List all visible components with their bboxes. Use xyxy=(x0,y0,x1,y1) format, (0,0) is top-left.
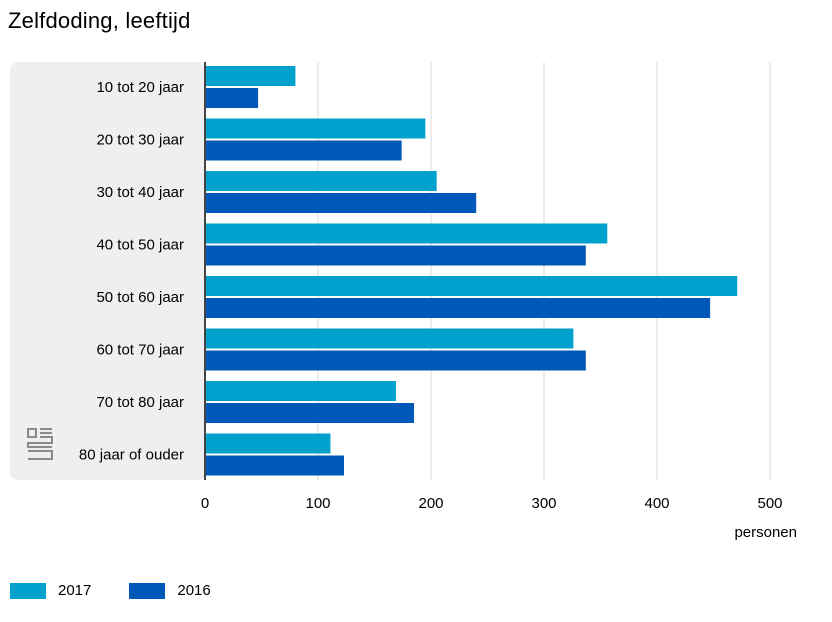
bar-2017 xyxy=(206,328,574,349)
legend-label-2016: 2016 xyxy=(177,582,211,599)
category-label: 60 tot 70 jaar xyxy=(96,342,184,359)
bar-2016 xyxy=(206,88,259,108)
bar-2017 xyxy=(206,223,608,244)
x-axis-label: personen xyxy=(734,524,797,541)
bar-2017 xyxy=(206,276,738,296)
bar-2017 xyxy=(206,433,331,454)
legend-swatch-2017 xyxy=(10,582,46,599)
legend-item-2017: 2017 xyxy=(10,582,91,599)
x-tick-label: 200 xyxy=(418,495,443,512)
bar-2016 xyxy=(206,350,586,371)
category-label: 30 tot 40 jaar xyxy=(96,184,184,201)
legend-item-2016: 2016 xyxy=(129,582,211,599)
category-label: 70 tot 80 jaar xyxy=(96,394,184,411)
bar-chart: 10 tot 20 jaar 20 tot 30 jaar 30 tot 40 ja… xyxy=(10,62,797,541)
bar-2017 xyxy=(206,66,296,86)
bar-2016 xyxy=(206,193,477,213)
x-tick-label: 0 xyxy=(201,495,209,512)
legend-label-2017: 2017 xyxy=(58,582,92,599)
chart-title: Zelfdoding, leeftijd xyxy=(8,8,191,33)
cbs-logo-icon xyxy=(27,428,53,460)
bar-2016 xyxy=(206,140,402,161)
category-label: 40 tot 50 jaar xyxy=(96,237,184,254)
x-tick-label: 500 xyxy=(757,495,782,512)
x-tick-label: 100 xyxy=(305,495,330,512)
legend-swatch-2016 xyxy=(129,582,166,599)
x-tick-label: 300 xyxy=(531,495,556,512)
category-label: 10 tot 20 jaar xyxy=(96,79,184,96)
bar-2017 xyxy=(206,118,426,139)
legend: 2017 2016 xyxy=(10,582,249,599)
bar-2016 xyxy=(206,403,415,423)
category-label: 20 tot 30 jaar xyxy=(96,132,184,149)
category-labels: 10 tot 20 jaar 20 tot 30 jaar 30 tot 40 ja… xyxy=(79,79,184,464)
category-label: 80 jaar of ouder xyxy=(79,447,184,464)
x-tick-label: 400 xyxy=(644,495,669,512)
bar-2017 xyxy=(206,171,437,191)
x-tick-labels: 0 100 200 300 400 500 xyxy=(201,495,783,512)
bar-2017 xyxy=(206,381,396,401)
bar-2016 xyxy=(206,245,586,266)
bar-2016 xyxy=(206,455,344,476)
bars xyxy=(206,66,738,476)
bar-2016 xyxy=(206,298,711,318)
category-label: 50 tot 60 jaar xyxy=(96,289,184,306)
category-panel xyxy=(10,62,206,480)
